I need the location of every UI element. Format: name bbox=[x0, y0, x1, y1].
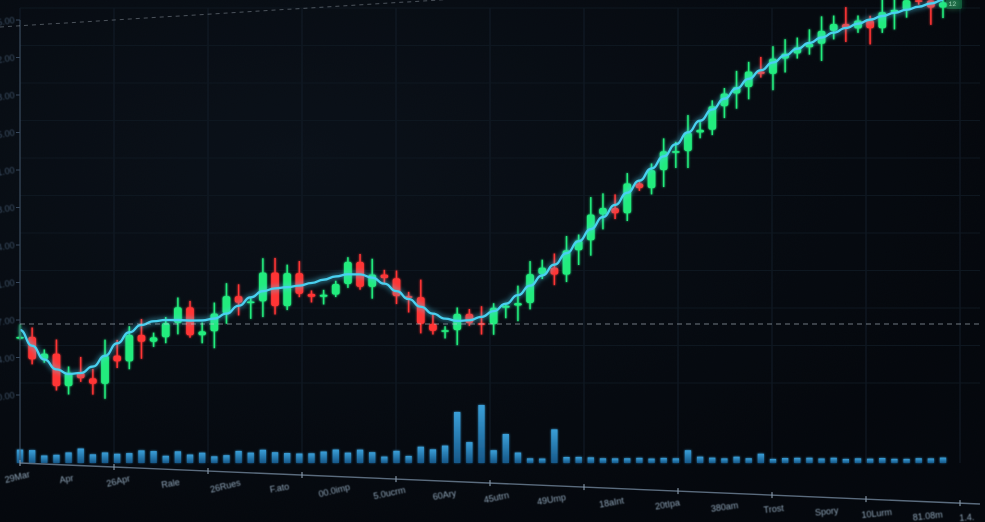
svg-text:12: 12 bbox=[949, 1, 957, 8]
svg-text:1.4.: 1.4. bbox=[959, 512, 975, 522]
